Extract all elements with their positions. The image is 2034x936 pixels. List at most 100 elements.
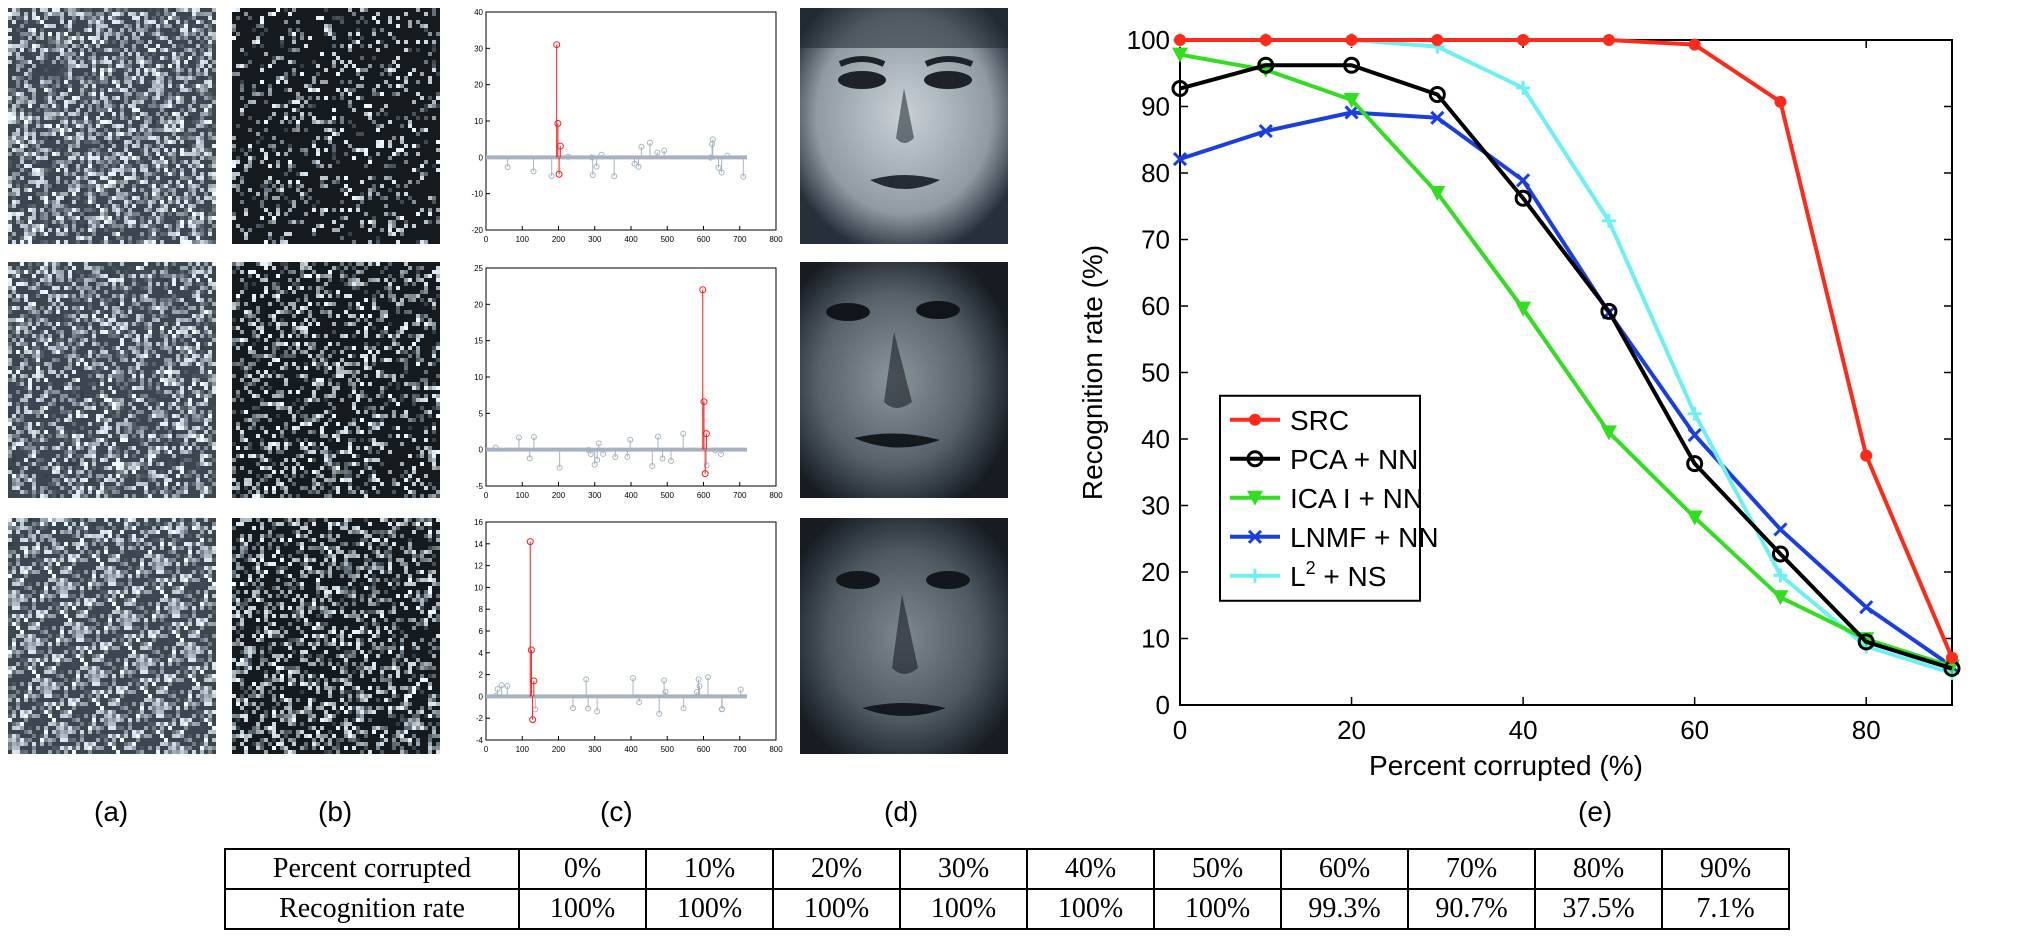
stem-xtick: 600 <box>697 491 711 500</box>
stem-ytick: 25 <box>474 264 483 273</box>
data-point <box>1346 34 1358 46</box>
table-cell: 100% <box>900 889 1027 929</box>
coefficient-stem-plot-3: 16 14 12 10 8 6 4 2 0 -2 -4 0 100 200 300 400 500 600 700 8… <box>452 516 784 762</box>
stem-ytick: 20 <box>474 81 483 90</box>
y-tick-label: 10 <box>1141 624 1170 654</box>
table-cell: 10% <box>646 849 773 889</box>
stem-ytick: -20 <box>471 226 483 235</box>
stem-xtick: 100 <box>516 491 530 500</box>
stem-xtick: 600 <box>697 235 711 244</box>
stem-xtick: 0 <box>484 491 489 500</box>
y-tick-label: 0 <box>1156 690 1170 720</box>
x-tick-label: 80 <box>1852 715 1881 745</box>
table-cell: 20% <box>773 849 900 889</box>
stem-xtick: 200 <box>552 491 566 500</box>
stem-xtick: 700 <box>733 491 747 500</box>
stem-xtick: 800 <box>769 745 783 754</box>
caption-a: (a) <box>94 796 128 828</box>
stem-xtick: 100 <box>516 745 530 754</box>
x-tick-label: 60 <box>1680 715 1709 745</box>
stem-xtick: 500 <box>661 491 675 500</box>
data-point <box>1260 34 1272 46</box>
legend-entry: SRC <box>1290 405 1349 436</box>
table-row: Percent corrupted 0% 10% 20% 30% 40% 50%… <box>225 849 1789 889</box>
stem-xtick: 0 <box>484 235 489 244</box>
stem-xtick: 400 <box>624 745 638 754</box>
table-cell: 100% <box>1027 889 1154 929</box>
recognition-rate-chart: 01020304050607080901000 20 40 60 80Percent c… <box>1060 10 2030 790</box>
stem-ytick: 4 <box>479 649 484 658</box>
table-cell: 70% <box>1408 849 1535 889</box>
row-header: Percent corrupted <box>225 849 519 889</box>
table-cell: 99.3% <box>1281 889 1408 929</box>
stem-ytick: -10 <box>471 190 483 199</box>
stem-xtick: 100 <box>516 235 530 244</box>
caption-b: (b) <box>318 796 352 828</box>
stem-ytick: 12 <box>474 562 483 571</box>
data-point <box>1774 96 1786 108</box>
x-axis-label: Percent corrupted (%) <box>1369 750 1643 781</box>
y-tick-label: 20 <box>1141 557 1170 587</box>
caption-e: (e) <box>1578 796 1612 828</box>
corrupted-face-2 <box>8 262 216 498</box>
stem-ytick: 10 <box>474 583 483 592</box>
stem-ytick: 5 <box>479 409 484 418</box>
corrupted-face-3 <box>8 518 216 754</box>
stem-xtick: 500 <box>661 235 675 244</box>
y-tick-label: 70 <box>1141 225 1170 255</box>
table-cell: 100% <box>646 889 773 929</box>
stem-xtick: 300 <box>588 745 602 754</box>
table-cell: 0% <box>519 849 646 889</box>
table-cell: 90% <box>1662 849 1789 889</box>
coefficient-stem-plot-2: 25 20 15 10 5 0 -5 0 100 200 300 400 500 600 700 800 <box>452 262 784 508</box>
legend-entry: L2 + NS <box>1290 558 1386 592</box>
stem-xtick: 800 <box>769 491 783 500</box>
stem-ytick: 20 <box>474 300 483 309</box>
legend-entry: ICA I + NN <box>1290 483 1423 514</box>
stem-xtick: 300 <box>588 235 602 244</box>
coefficient-stem-plot-1: 40 30 20 10 0 -10 -20 0 100 200 300 400 500 600 700 800 <box>452 6 784 252</box>
legend-marker <box>1249 414 1261 426</box>
table-row: Recognition rate 100% 100% 100% 100% 100… <box>225 889 1789 929</box>
stem-xtick: 500 <box>661 745 675 754</box>
data-point <box>1946 652 1958 664</box>
stem-ytick: -5 <box>476 482 484 491</box>
table-cell: 100% <box>1154 889 1281 929</box>
stem-ytick: 6 <box>479 627 484 636</box>
error-image-2 <box>232 262 440 498</box>
stem-xtick: 200 <box>552 745 566 754</box>
data-point <box>1431 34 1443 46</box>
stem-ytick: 0 <box>479 692 484 701</box>
table-cell: 80% <box>1535 849 1662 889</box>
caption-c: (c) <box>600 796 633 828</box>
stem-ytick: 8 <box>479 605 484 614</box>
recovered-face-1 <box>800 8 1008 244</box>
stem-ytick: 0 <box>479 446 484 455</box>
corrupted-face-1 <box>8 8 216 244</box>
y-tick-label: 60 <box>1141 291 1170 321</box>
table-cell: 37.5% <box>1535 889 1662 929</box>
stem-xtick: 200 <box>552 235 566 244</box>
x-tick-label: 40 <box>1509 715 1538 745</box>
stem-xtick: 800 <box>769 235 783 244</box>
data-point <box>1689 39 1701 51</box>
caption-d: (d) <box>884 796 918 828</box>
stem-xtick: 0 <box>484 745 489 754</box>
stem-ytick: -4 <box>476 736 484 745</box>
legend-entry: PCA + NN <box>1290 444 1418 475</box>
stem-ytick: 30 <box>474 44 483 53</box>
error-image-1 <box>232 8 440 244</box>
stem-xtick: 300 <box>588 491 602 500</box>
stem-ytick: 40 <box>474 8 483 17</box>
recovered-face-2 <box>800 262 1008 498</box>
x-tick-label: 0 <box>1173 715 1187 745</box>
table-cell: 7.1% <box>1662 889 1789 929</box>
stem-ytick: 0 <box>479 153 484 162</box>
stem-xtick: 400 <box>624 491 638 500</box>
stem-xtick: 700 <box>733 745 747 754</box>
x-tick-label: 20 <box>1337 715 1366 745</box>
stem-ytick: 10 <box>474 117 483 126</box>
table-cell: 50% <box>1154 849 1281 889</box>
data-point <box>1517 34 1529 46</box>
data-point <box>1603 34 1615 46</box>
